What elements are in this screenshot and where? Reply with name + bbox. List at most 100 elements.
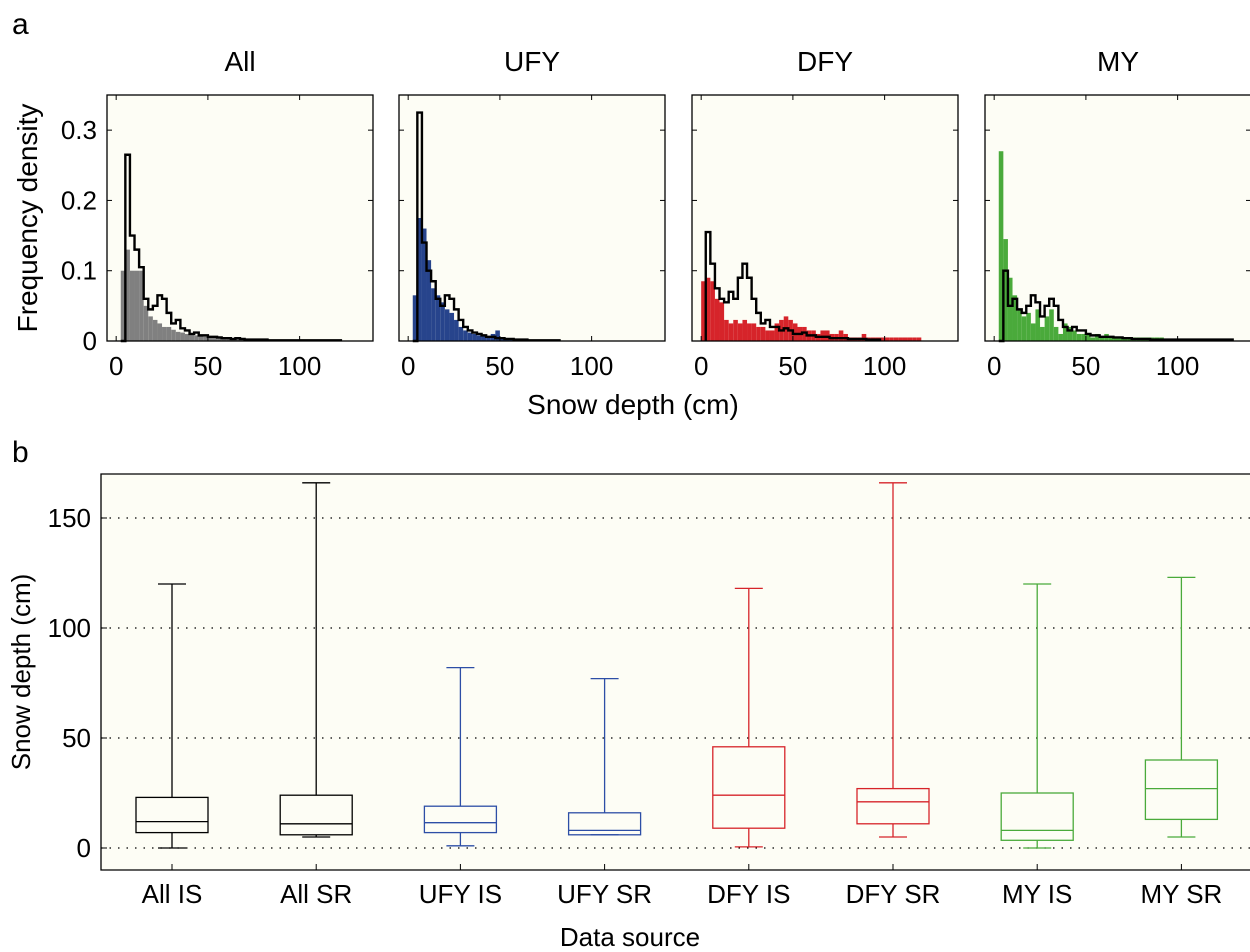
histogram-bar [1095, 333, 1100, 341]
x-tick-label: DFY IS [707, 879, 790, 909]
histogram-bar [1099, 337, 1105, 341]
x-tick-label: 0 [401, 351, 415, 381]
histogram-bar [486, 336, 491, 341]
histogram-bar [226, 338, 231, 341]
histogram-bar [705, 277, 711, 341]
histogram-bar [760, 326, 766, 341]
histogram-bar [129, 270, 135, 341]
y-tick-label: 0.3 [61, 115, 97, 145]
plot-area [107, 95, 373, 341]
x-tick-label: MY IS [1002, 879, 1072, 909]
histogram-panel-my: 0 50 100 MY [984, 46, 1250, 381]
outline-histogram [704, 230, 882, 341]
histogram-bar [912, 337, 917, 341]
box-ufy-is: UFY IS [419, 666, 502, 909]
histogram-bar [1090, 337, 1096, 341]
outline-histogram [412, 111, 561, 343]
x-tick-label: 0 [109, 351, 123, 381]
histogram-bar [166, 326, 172, 341]
histogram-bar [412, 295, 418, 341]
histogram-bar [889, 337, 894, 341]
panel-a-label: a [12, 8, 29, 41]
histogram-bar [440, 302, 445, 341]
histogram-bar [1108, 337, 1114, 341]
histogram-bar [742, 319, 748, 341]
histogram-bar [893, 337, 899, 341]
iqr-box [135, 796, 209, 834]
box-my-sr: MY SR [1140, 576, 1222, 909]
histogram-bar [435, 295, 441, 341]
histogram-bar [724, 319, 729, 341]
histogram-bar [175, 331, 181, 341]
histogram-bar [171, 329, 176, 341]
histogram-bar [157, 323, 163, 341]
plot-area [101, 474, 1250, 870]
panel-title: DFY [797, 46, 853, 77]
histogram-bar [916, 337, 922, 341]
histogram-bar [189, 334, 195, 341]
histogram-x-axis-label: Snow depth (cm) [527, 389, 739, 420]
x-tick-label: 50 [778, 351, 807, 381]
y-tick-label: 0 [77, 833, 91, 863]
histogram-bar [769, 330, 775, 341]
axes-frame [100, 473, 1250, 871]
panel-title: All [224, 46, 255, 77]
x-tick-label: 50 [485, 351, 514, 381]
plot-area [692, 95, 958, 341]
histogram-bar [802, 326, 807, 341]
y-tick-label: 150 [48, 503, 91, 533]
x-tick-label: All IS [142, 879, 203, 909]
axes-frame [984, 94, 1250, 342]
axes-frame [106, 94, 374, 342]
histogram-bar [476, 335, 482, 341]
box-my-is: MY IS [1000, 583, 1074, 909]
histogram-bar [467, 332, 473, 341]
x-tick-label: 100 [863, 351, 906, 381]
histogram-bar [1072, 330, 1077, 341]
histogram-panel-ufy: 0 50 100 UFY [398, 46, 666, 381]
histogram-bar [463, 330, 468, 341]
histogram-bar [1076, 333, 1082, 341]
histogram-bar [240, 339, 245, 341]
histogram-bar [481, 336, 487, 341]
box-all-is: All IS [135, 583, 209, 909]
axes-frame [691, 94, 959, 342]
box-dfy-is: DFY IS [707, 587, 790, 909]
histogram-bar [1081, 333, 1086, 341]
x-tick-label: 50 [193, 351, 222, 381]
histogram-bar [134, 270, 140, 341]
x-tick-label: DFY SR [846, 879, 941, 909]
histogram-bar [765, 330, 770, 341]
histogram-bar [1118, 337, 1123, 341]
histogram-bar [1017, 309, 1022, 341]
iqr-box [567, 812, 642, 836]
histogram-bar [207, 336, 213, 341]
histogram-bar [139, 270, 144, 341]
histogram-bar [1053, 326, 1059, 341]
y-tick-label: 50 [62, 723, 91, 753]
histogram-bar [417, 218, 422, 341]
histogram-bar [203, 336, 208, 341]
histogram-bar [737, 323, 743, 341]
histogram-bar [458, 326, 464, 341]
histogram-bar [719, 302, 725, 341]
histogram-bar [194, 335, 199, 341]
histogram-panels: 0 50 100 0 0.1 0.2 0.3 All 0 50 100 UFY 0 50 100 DFY 0 50… [12, 46, 1250, 420]
histogram-bar [148, 316, 153, 341]
histogram-bar [1012, 295, 1018, 341]
histogram-bar [774, 323, 780, 341]
y-tick-label: 0.1 [61, 256, 97, 286]
histogram-bar [180, 332, 185, 341]
histogram-bar [756, 326, 761, 341]
outline-histogram [998, 269, 1234, 343]
filled-bars [998, 151, 1164, 341]
histogram-bar [884, 337, 890, 341]
histogram-bar [861, 333, 867, 341]
boxplot-x-axis-label: Data source [560, 922, 700, 952]
histogram-bar [120, 270, 126, 341]
histogram-bar [431, 288, 436, 341]
x-tick-label: 100 [278, 351, 321, 381]
histogram-bar [212, 337, 218, 341]
